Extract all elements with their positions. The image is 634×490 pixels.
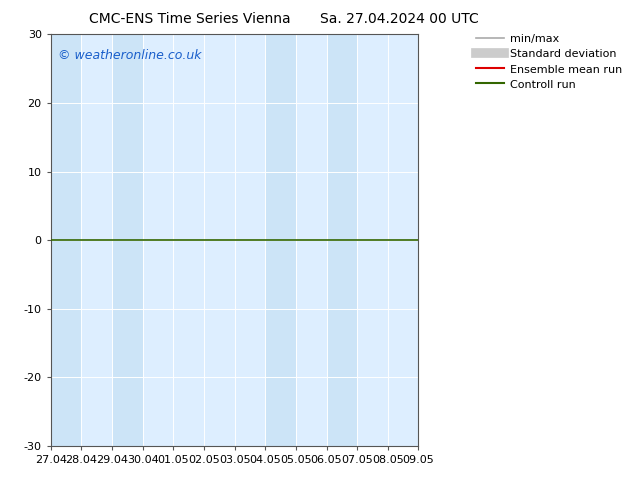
Legend: min/max, Standard deviation, Ensemble mean run, Controll run: min/max, Standard deviation, Ensemble me… [473, 30, 625, 93]
Bar [112, 34, 143, 446]
Bar [51, 34, 81, 446]
Text: Sa. 27.04.2024 00 UTC: Sa. 27.04.2024 00 UTC [320, 12, 479, 26]
Bar [327, 34, 357, 446]
Text: CMC-ENS Time Series Vienna: CMC-ENS Time Series Vienna [89, 12, 291, 26]
Bar [265, 34, 296, 446]
Text: © weatheronline.co.uk: © weatheronline.co.uk [58, 49, 202, 62]
